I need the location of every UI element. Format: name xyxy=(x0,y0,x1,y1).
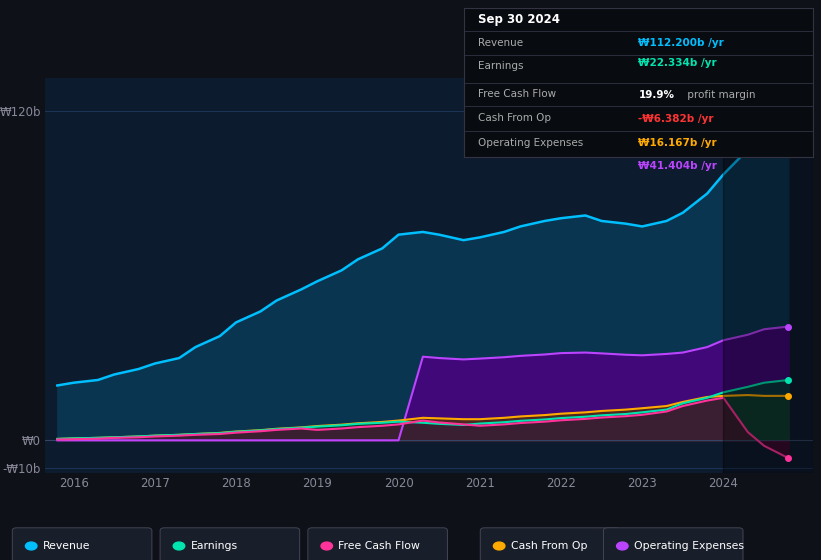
Text: Sep 30 2024: Sep 30 2024 xyxy=(478,13,560,26)
Text: ₩16.167b /yr: ₩16.167b /yr xyxy=(639,138,717,148)
Text: -₩6.382b /yr: -₩6.382b /yr xyxy=(639,114,713,124)
Text: Earnings: Earnings xyxy=(190,541,237,551)
Text: Revenue: Revenue xyxy=(43,541,90,551)
Text: Free Cash Flow: Free Cash Flow xyxy=(338,541,420,551)
Text: Cash From Op: Cash From Op xyxy=(478,113,551,123)
Text: ₩41.404b /yr: ₩41.404b /yr xyxy=(639,161,718,171)
Text: Operating Expenses: Operating Expenses xyxy=(478,138,583,148)
Text: Earnings: Earnings xyxy=(478,60,523,71)
Text: Revenue: Revenue xyxy=(478,38,523,48)
Bar xyxy=(723,78,813,473)
Text: 19.9%: 19.9% xyxy=(639,90,674,100)
Text: Cash From Op: Cash From Op xyxy=(511,541,587,551)
Text: ₩112.200b /yr: ₩112.200b /yr xyxy=(639,38,724,48)
Text: Operating Expenses: Operating Expenses xyxy=(634,541,744,551)
Text: ₩22.334b /yr: ₩22.334b /yr xyxy=(639,58,717,68)
Text: Free Cash Flow: Free Cash Flow xyxy=(478,90,556,100)
Text: profit margin: profit margin xyxy=(684,90,755,100)
